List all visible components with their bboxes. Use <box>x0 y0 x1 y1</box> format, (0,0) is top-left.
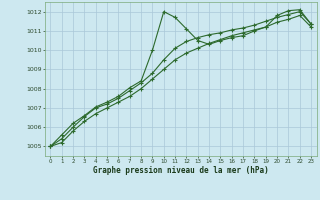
X-axis label: Graphe pression niveau de la mer (hPa): Graphe pression niveau de la mer (hPa) <box>93 166 269 175</box>
